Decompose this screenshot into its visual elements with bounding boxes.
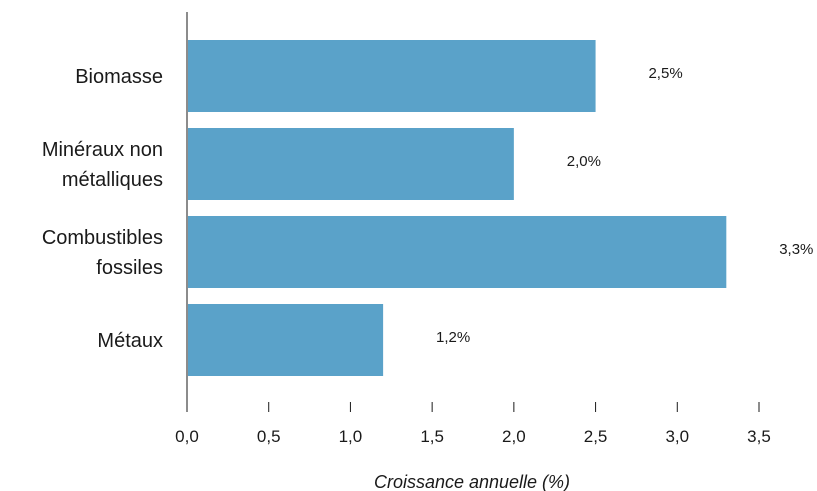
x-tick-label: 1,5: [420, 427, 444, 446]
x-tick-label: 2,5: [584, 427, 608, 446]
category-label: métalliques: [62, 169, 163, 191]
category-label: Biomasse: [75, 66, 163, 88]
category-label: Minéraux non: [42, 139, 163, 161]
x-tick-label: 3,0: [665, 427, 689, 446]
category-label: Métaux: [97, 330, 163, 352]
bar: [188, 40, 596, 112]
x-axis-ticks: 0,0 0,5 1,0 1,5 2,0 2,5 3,0 3,5: [175, 402, 771, 446]
bar: [188, 216, 727, 288]
x-tick-label: 0,5: [257, 427, 281, 446]
x-tick-label: 0,0: [175, 427, 199, 446]
category-label: fossiles: [96, 257, 163, 279]
x-tick-label: 1,0: [339, 427, 363, 446]
bar-value-label: 3,3%: [779, 241, 813, 258]
category-label: Combustibles: [42, 227, 163, 249]
bars-group: [188, 40, 727, 376]
x-tick-label: 3,5: [747, 427, 771, 446]
bar-value-label: 1,2%: [436, 329, 470, 346]
x-tick-label: 2,0: [502, 427, 526, 446]
bar: [188, 304, 384, 376]
category-labels-group: Biomasse Minéraux non métalliques Combustib…: [42, 66, 163, 352]
bar-value-label: 2,5%: [648, 65, 682, 82]
bar-value-label: 2,0%: [567, 153, 601, 170]
value-labels-group: 2,5% 2,0% 3,3% 1,2%: [436, 65, 813, 346]
x-axis-title: Croissance annuelle (%): [374, 472, 570, 491]
bar: [188, 128, 514, 200]
